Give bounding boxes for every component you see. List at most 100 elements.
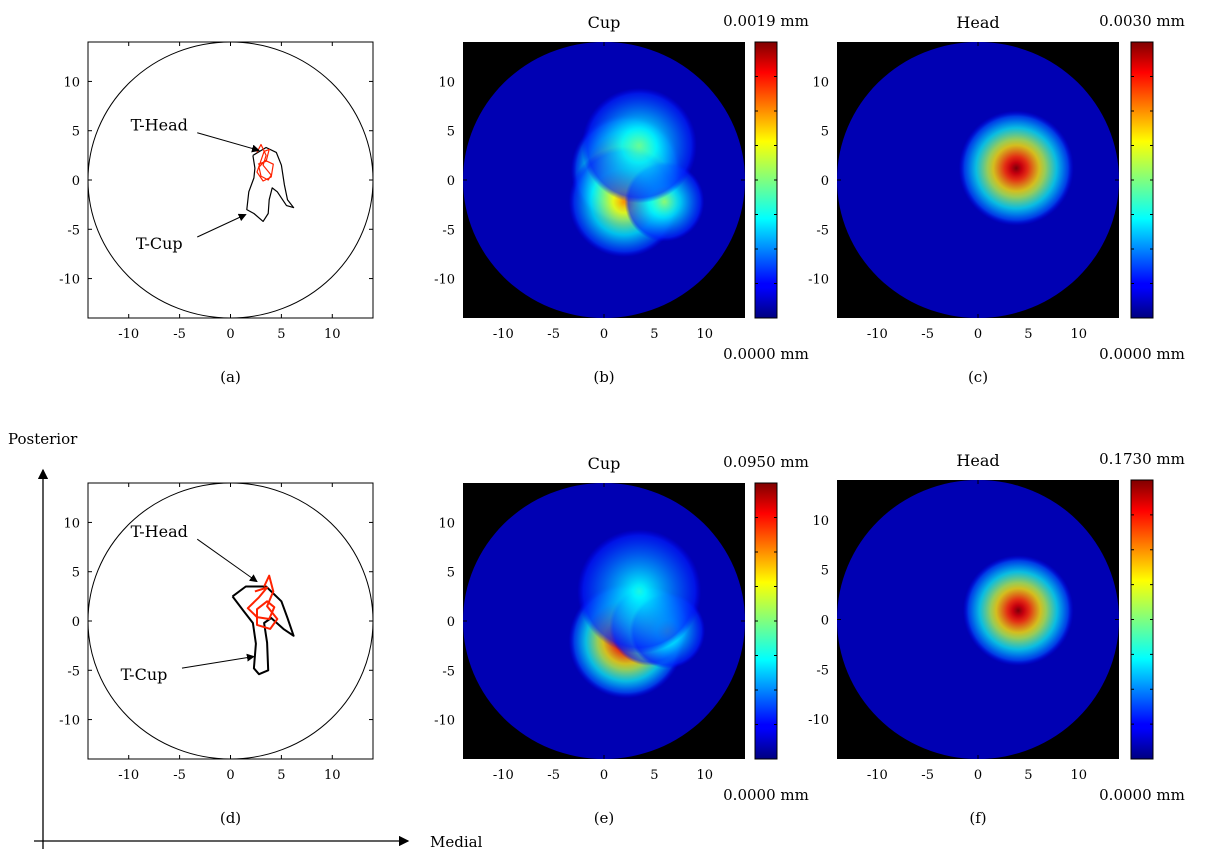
- y-tick-label: -10: [434, 714, 455, 729]
- y-tick-label: -10: [59, 273, 80, 288]
- panel-c: Head 0.0030 mm 0.0000 mm -10 -5 0 5 10 10 5 0 -5 -10…: [808, 12, 1185, 386]
- x-tick-label: 10: [1070, 768, 1087, 783]
- y-tick-label: 0: [447, 174, 455, 189]
- y-tick-label: 5: [447, 125, 455, 140]
- colorbar-min-label: 0.0000 mm: [1099, 786, 1185, 804]
- y-tick-label: 0: [447, 615, 455, 630]
- x-tick-label: -10: [493, 768, 514, 783]
- y-tick-label: 10: [438, 516, 455, 531]
- colorbar: [754, 41, 778, 319]
- panel-title: Cup: [588, 454, 621, 473]
- x-tick-label: -10: [867, 327, 888, 342]
- x-tick-label: -5: [921, 327, 934, 342]
- x-tick-label: -10: [118, 327, 139, 342]
- annotation-arrow: [197, 213, 247, 238]
- x-tick-label: 0: [974, 327, 982, 342]
- y-tick-label: 0: [821, 174, 829, 189]
- medial-label: Medial: [430, 833, 483, 851]
- x-tick-label: 0: [600, 327, 608, 342]
- heatmap-hotspot: [962, 555, 1074, 666]
- x-tick-label: 10: [324, 327, 341, 342]
- posterior-label: Posterior: [8, 430, 78, 448]
- x-tick-label: 0: [226, 327, 234, 342]
- y-tick-label: 0: [72, 615, 80, 630]
- panel-d: T-Head T-Cup -10 -5 0 5 10 10 5 0 -5 -10 (d): [59, 482, 374, 827]
- y-tick-label: -10: [808, 273, 829, 288]
- y-tick-label: 0: [821, 614, 829, 629]
- panel-caption: (d): [220, 809, 241, 827]
- x-tick-label: 10: [696, 327, 713, 342]
- x-tick-label: 0: [974, 768, 982, 783]
- plot-frame: [87, 482, 374, 760]
- t-head-trajectory: [246, 574, 279, 630]
- y-tick-label: 10: [812, 514, 829, 529]
- x-tick-label: -10: [493, 327, 514, 342]
- colorbar-max-label: 0.0030 mm: [1099, 12, 1185, 30]
- panel-caption: (b): [593, 368, 614, 386]
- plot-frame: [87, 41, 374, 319]
- x-tick-label: -5: [547, 327, 560, 342]
- colorbar-max-label: 0.0019 mm: [723, 12, 809, 30]
- x-tick-label: 0: [600, 768, 608, 783]
- panel-b: Cup 0.0019 mm 0.0000 mm -10 -5 0 5 10 10 5 0 -5 -10 (…: [434, 12, 809, 386]
- y-tick-label: -5: [67, 223, 80, 238]
- x-tick-label: -5: [547, 768, 560, 783]
- t-cup-trajectory: [246, 146, 295, 222]
- panel-title: Cup: [588, 13, 621, 32]
- anatomical-axes: Posterior Medial: [8, 430, 483, 851]
- panel-title: Head: [956, 451, 999, 470]
- x-tick-label: 5: [650, 768, 658, 783]
- x-tick-label: 0: [226, 768, 234, 783]
- y-tick-label: 10: [812, 75, 829, 90]
- panel-caption: (a): [220, 368, 241, 386]
- x-tick-label: 5: [277, 768, 285, 783]
- heatmap-hotspot: [958, 110, 1074, 226]
- colorbar-min-label: 0.0000 mm: [1099, 345, 1185, 363]
- panel-caption: (c): [968, 368, 988, 386]
- x-tick-label: 10: [1070, 327, 1087, 342]
- y-tick-label: 10: [63, 75, 80, 90]
- y-tick-label: 5: [72, 566, 80, 581]
- x-tick-label: 5: [1024, 768, 1032, 783]
- y-tick-label: -5: [816, 223, 829, 238]
- y-tick-label: 10: [63, 516, 80, 531]
- x-tick-label: -5: [921, 768, 934, 783]
- annotation-label: T-Head: [131, 116, 188, 135]
- colorbar-min-label: 0.0000 mm: [723, 786, 809, 804]
- colorbar-max-label: 0.0950 mm: [723, 453, 809, 471]
- t-cup-trajectory: [231, 585, 295, 676]
- y-tick-label: 10: [438, 75, 455, 90]
- x-tick-label: 5: [277, 327, 285, 342]
- x-tick-label: 10: [696, 768, 713, 783]
- y-tick-label: 5: [821, 125, 829, 140]
- x-tick-label: -10: [867, 768, 888, 783]
- panel-f: Head 0.1730 mm 0.0000 mm -10 -5 0 5 10 10 5 0 -5 -10…: [808, 450, 1185, 827]
- annotation-label: T-Cup: [121, 665, 168, 684]
- panel-caption: (f): [969, 809, 986, 827]
- x-tick-label: 10: [324, 768, 341, 783]
- y-tick-label: -10: [59, 714, 80, 729]
- y-tick-label: -10: [808, 713, 829, 728]
- y-tick-label: -5: [442, 223, 455, 238]
- panel-e: Cup 0.0950 mm 0.0000 mm -10 -5 0 5 10 10 5 0 -5 -10 (…: [434, 453, 809, 827]
- heatmap-hotspot: [577, 529, 702, 654]
- x-tick-label: -5: [173, 327, 186, 342]
- y-tick-label: -10: [434, 273, 455, 288]
- annotation-label: T-Head: [131, 522, 188, 541]
- heatmap-hotspot: [581, 87, 697, 204]
- t-head-trajectory: [256, 143, 274, 182]
- colorbar: [1130, 479, 1154, 760]
- panel-caption: (e): [594, 809, 615, 827]
- x-tick-label: -5: [173, 768, 186, 783]
- colorbar-max-label: 0.1730 mm: [1099, 450, 1185, 468]
- colorbar: [754, 482, 778, 760]
- annotation-label: T-Cup: [136, 234, 183, 253]
- y-tick-label: 0: [72, 174, 80, 189]
- x-tick-label: -10: [118, 768, 139, 783]
- annotation-arrow: [197, 132, 260, 153]
- panel-title: Head: [956, 13, 999, 32]
- colorbar-min-label: 0.0000 mm: [723, 345, 809, 363]
- x-tick-label: 5: [650, 327, 658, 342]
- y-tick-label: 5: [72, 125, 80, 140]
